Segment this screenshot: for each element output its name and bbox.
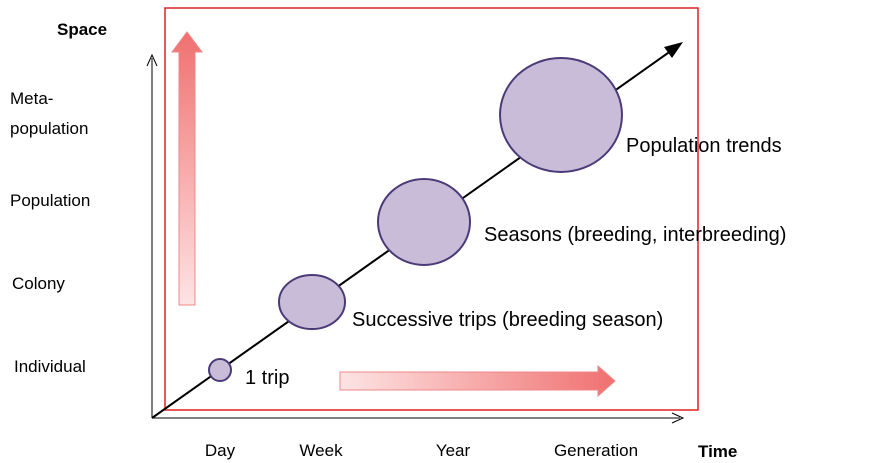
y-axis-head: [146, 53, 158, 67]
ellipse: [499, 57, 623, 173]
x-level: Year: [436, 441, 471, 460]
ellipse: [208, 358, 232, 382]
scale-label: Population trends: [626, 135, 782, 157]
x-axis-head: [671, 412, 685, 424]
y-title: Space: [57, 20, 107, 39]
ellipse: [377, 178, 471, 266]
scale-label: Seasons (breeding, interbreeding): [484, 224, 786, 246]
space-arrow: [171, 31, 203, 306]
ellipse: [278, 274, 346, 330]
y-level: Colony: [12, 274, 65, 293]
y-level: Population: [10, 191, 90, 210]
y-level: Individual: [14, 357, 86, 376]
x-level: Day: [205, 441, 236, 460]
x-level: Week: [299, 441, 343, 460]
x-title: Time: [698, 442, 737, 461]
y-level: Meta-: [10, 89, 53, 108]
y-level: population: [10, 119, 88, 138]
frame: [164, 7, 699, 411]
time-arrow: [339, 364, 616, 398]
scale-label: Successive trips (breeding season): [352, 309, 663, 331]
scale-label: 1 trip: [245, 367, 289, 389]
diagonal-head: [664, 42, 683, 58]
x-level: Generation: [554, 441, 638, 460]
